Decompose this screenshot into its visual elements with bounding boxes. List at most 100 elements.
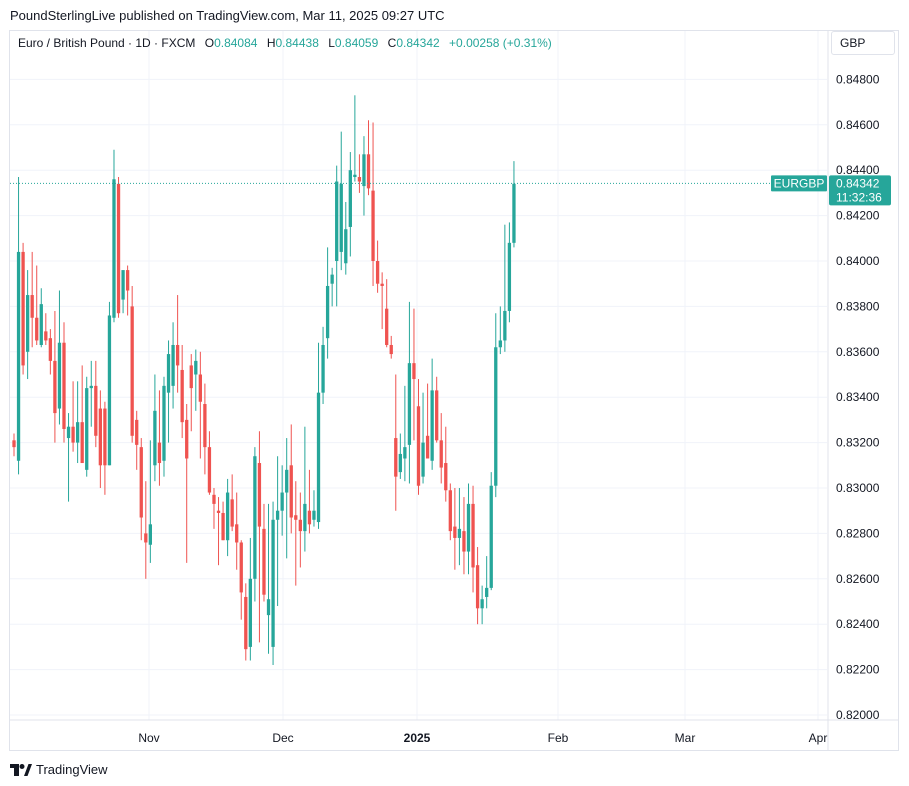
- candle-body: [435, 390, 439, 441]
- candle-body: [39, 304, 43, 345]
- candle-body: [348, 170, 352, 227]
- y-tick-label: 0.84200: [836, 209, 880, 223]
- candle-body: [12, 440, 16, 448]
- x-tick-label: Mar: [675, 731, 696, 745]
- candle-body: [339, 183, 343, 252]
- candle-body: [71, 426, 75, 443]
- candle-body: [407, 363, 412, 445]
- y-tick-label: 0.84600: [836, 118, 880, 132]
- candle-body: [425, 435, 430, 459]
- symbol-title: Euro / British Pound · 1D · FXCM: [18, 36, 196, 50]
- candle-body: [225, 492, 230, 541]
- y-tick-label: 0.84400: [836, 163, 880, 177]
- candle-body: [53, 360, 57, 414]
- candle-body: [180, 369, 184, 423]
- candle-body: [366, 154, 371, 189]
- candle-body: [116, 183, 121, 314]
- candle-body: [166, 354, 171, 393]
- candle-body: [248, 578, 252, 647]
- tradingview-branding[interactable]: TradingView: [10, 762, 108, 777]
- candle-body: [62, 342, 66, 429]
- x-tick-label: Feb: [548, 731, 569, 745]
- symbol-tag-label: EURGBP: [774, 176, 825, 190]
- candle-body: [44, 331, 48, 341]
- high-value: 0.84438: [275, 36, 319, 50]
- low-value: 0.84059: [334, 36, 379, 50]
- candle-body: [230, 499, 234, 527]
- x-tick-label: Nov: [138, 731, 159, 745]
- candle-body: [221, 512, 225, 541]
- candle-body: [98, 408, 103, 466]
- candle-body: [503, 310, 507, 341]
- candle-body: [453, 526, 457, 538]
- candle-body: [512, 183, 516, 243]
- candle-body: [398, 453, 402, 473]
- candle-body: [21, 251, 25, 366]
- candle-body: [439, 440, 443, 468]
- candle-body: [430, 390, 434, 461]
- candle-body: [385, 308, 389, 345]
- candle-body: [416, 406, 421, 486]
- candle-body: [257, 463, 262, 527]
- currency-button[interactable]: GBP: [831, 31, 895, 55]
- candle-body: [30, 295, 34, 318]
- candle-body: [262, 528, 266, 595]
- candle-body: [285, 469, 289, 493]
- candle-body: [175, 344, 180, 366]
- candle-body: [85, 388, 89, 470]
- y-tick-label: 0.83600: [836, 345, 880, 359]
- candle-body: [489, 485, 493, 588]
- candle-body: [75, 422, 80, 443]
- candle-body: [25, 295, 30, 352]
- candle-body: [403, 447, 407, 459]
- candle-body: [203, 404, 207, 448]
- change-value: +0.00258 (+0.31%): [449, 36, 552, 50]
- symbol-tag: [771, 175, 827, 192]
- candle-body: [475, 565, 480, 609]
- candle-body: [307, 510, 312, 525]
- x-tick-label: Dec: [272, 731, 293, 745]
- price-tag-countdown: 11:32:36: [836, 190, 882, 204]
- candle-body: [289, 465, 293, 518]
- candle-body: [448, 490, 452, 532]
- open-label: O: [204, 36, 215, 50]
- price-tag-value: 0.84342: [836, 176, 880, 190]
- y-tick-label: 0.82000: [836, 708, 880, 722]
- open-value: 0.84084: [214, 36, 258, 50]
- candle-body: [266, 599, 271, 616]
- candle-body: [125, 270, 130, 291]
- candle-body: [239, 542, 243, 593]
- candle-body: [80, 422, 84, 464]
- candle-body: [244, 596, 248, 650]
- candle-body: [421, 442, 425, 477]
- candle-body: [16, 251, 21, 461]
- candle-body: [194, 360, 198, 375]
- candle-body: [153, 410, 157, 466]
- candle-body: [294, 515, 298, 520]
- candle-body: [185, 419, 189, 459]
- candle-body: [498, 340, 502, 348]
- candle-body: [330, 274, 334, 284]
- candle-body: [412, 363, 416, 380]
- candle-body: [235, 524, 239, 543]
- y-tick-label: 0.82200: [836, 663, 880, 677]
- candle-body: [48, 338, 53, 361]
- candle-body: [57, 342, 62, 409]
- candle-body: [121, 270, 125, 300]
- candle-body: [325, 285, 330, 339]
- candle-body: [312, 510, 316, 520]
- candle-body: [198, 374, 202, 402]
- y-tick-label: 0.82800: [836, 526, 880, 540]
- candle-body: [253, 456, 257, 579]
- candle-body: [303, 503, 307, 532]
- candle-body: [130, 306, 134, 436]
- candle-body: [280, 492, 284, 511]
- x-tick-label: 2025: [404, 731, 431, 745]
- candle-body: [394, 438, 398, 477]
- candle-body: [494, 347, 498, 486]
- publisher-line: PoundSterlingLive published on TradingVi…: [10, 8, 445, 23]
- candle-body: [316, 392, 321, 523]
- candle-body: [457, 528, 462, 538]
- candle-body: [466, 503, 471, 552]
